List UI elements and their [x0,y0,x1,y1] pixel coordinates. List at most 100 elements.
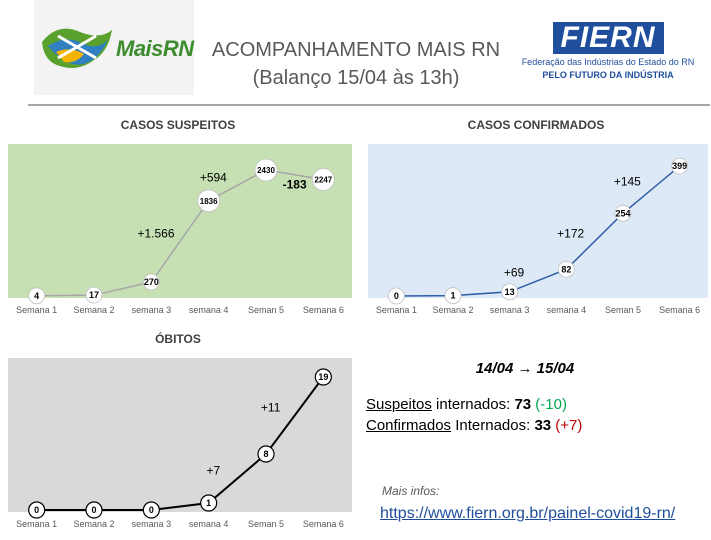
data-point-marker [254,158,278,182]
data-point: 2247 [311,168,335,191]
date-from: 14/04 [475,360,514,377]
data-point-marker [142,501,160,519]
data-label: 399 [672,161,687,171]
delta-annotation: +7 [206,464,220,478]
data-label: 4 [34,291,39,301]
x-tick-label: Seman 5 [248,519,284,529]
x-tick-label: semana 4 [189,519,229,529]
data-point-marker [257,445,275,463]
chart-confirmados-plot: 0 1 13 82 254 399 Semana 1 Semana 2 semana 3 sema… [368,144,708,315]
confirmados-delta: (+7) [555,417,583,434]
data-point: 1836 [197,189,221,213]
mais-rn-logo-text: MaisRN [116,36,194,61]
data-label: 0 [149,505,154,515]
data-point: 0 [28,501,46,519]
data-label: 1 [206,498,211,508]
x-tick-label: Semana 1 [376,305,417,315]
data-label: 1 [450,291,455,301]
data-point: 82 [557,260,575,278]
data-point-marker [85,501,103,519]
fiern-logo-text: FIERN [552,22,664,54]
x-tick-label: Semana 6 [303,519,344,529]
x-tick-label: Semana 6 [659,305,700,315]
data-point: 254 [614,204,632,222]
data-label: 13 [505,287,515,297]
date-to: 15/04 [536,360,575,377]
delta-annotation: +1.566 [137,226,174,240]
data-point-marker [197,189,221,213]
confirmados-label: Confirmados [366,417,452,434]
title-line-1: ACOMPANHAMENTO MAIS RN [211,39,501,61]
x-tick-label: semana 3 [490,305,530,315]
more-info-label: Mais infos: [382,484,440,498]
data-label: 254 [615,208,630,218]
x-tick-label: Seman 5 [248,305,284,315]
page-title: ACOMPANHAMENTO MAIS RN (Balanço 15/04 às… [196,36,516,92]
data-point-marker [28,501,46,519]
data-point: 399 [671,157,689,175]
suspeitos-internados-line: Suspeitos internados: 73 (-10) [366,394,582,415]
data-point-marker [142,273,160,291]
delta-annotation: +11 [261,401,281,415]
data-point: 2430 [254,158,278,182]
series-line [36,376,325,511]
delta-annotation: +594 [200,170,227,184]
chart-obitos: ÓBITOS 0 0 0 1 8 19 Semana 1 Semana 2 semana 3 se… [2,326,354,536]
suspeitos-label: Suspeitos [366,396,432,413]
hospitalized-summary: Suspeitos internados: 73 (-10) Confirmad… [366,394,582,436]
data-point: 1 [200,494,218,512]
chart-title: CASOS CONFIRMADOS [467,118,605,132]
data-point: 17 [85,286,103,304]
chart-suspeitos-plot: 4 17 270 1836 2430 2247 Semana 1 Semana 2 semana… [8,144,352,315]
delta-annotation: +69 [504,266,525,280]
data-point: 1 [444,287,462,305]
data-point: 4 [28,287,46,305]
title-line-2: (Balanço 15/04 às 13h) [252,67,460,89]
data-point: 270 [142,273,160,291]
data-label: 8 [263,449,268,459]
x-tick-label: Semana 1 [16,519,57,529]
delta-annotation: +172 [557,226,584,240]
data-point: 13 [501,283,519,301]
plot-area [8,358,352,512]
data-point: 8 [257,445,275,463]
chart-confirmados: CASOS CONFIRMADOS 0 1 13 82 254 399 Semana 1 Se… [362,112,710,322]
fiern-logo: FIERN Federação das Indústrias do Estado… [510,22,706,81]
data-point-marker [85,286,103,304]
data-point-marker [387,287,405,305]
data-point-marker [28,287,46,305]
fiern-tagline: PELO FUTURO DA INDÚSTRIA [542,70,674,80]
chart-title: ÓBITOS [155,332,201,346]
x-tick-label: Seman 5 [605,305,641,315]
data-label: 0 [91,505,96,515]
x-tick-label: semana 3 [132,305,172,315]
data-label: 0 [394,291,399,301]
suspeitos-text: internados: [431,396,515,413]
date-range: 14/04 → 15/04 [420,360,630,377]
data-point-marker [614,204,632,222]
confirmados-text: Internados: [451,417,535,434]
x-tick-label: semana 4 [547,305,587,315]
header-divider [28,104,710,106]
data-point-marker [444,287,462,305]
chart-obitos-plot: 0 0 0 1 8 19 Semana 1 Semana 2 semana 3 semana 4 S… [8,358,352,529]
painel-covid-link[interactable]: https://www.fiern.org.br/painel-covid19-… [380,505,676,522]
x-tick-label: Semana 6 [303,305,344,315]
mais-rn-logo: MaisRN [34,0,194,95]
data-label: 0 [34,505,39,515]
data-label: 17 [89,290,99,300]
suspeitos-value: 73 [514,396,532,413]
data-label: 2430 [257,166,275,175]
data-label: 1836 [200,197,218,206]
data-point: 19 [314,368,332,386]
x-tick-label: Semana 2 [432,305,473,315]
x-tick-label: Semana 1 [16,305,57,315]
series-line [396,165,681,297]
data-point-marker [671,157,689,175]
delta-annotation: -183 [283,178,307,192]
x-tick-label: semana 3 [132,519,172,529]
fiern-subtitle: Federação das Indústrias do Estado do RN [521,57,695,67]
data-point-marker [501,283,519,301]
confirmados-value: 33 [534,417,552,434]
delta-annotation: +145 [614,175,641,189]
